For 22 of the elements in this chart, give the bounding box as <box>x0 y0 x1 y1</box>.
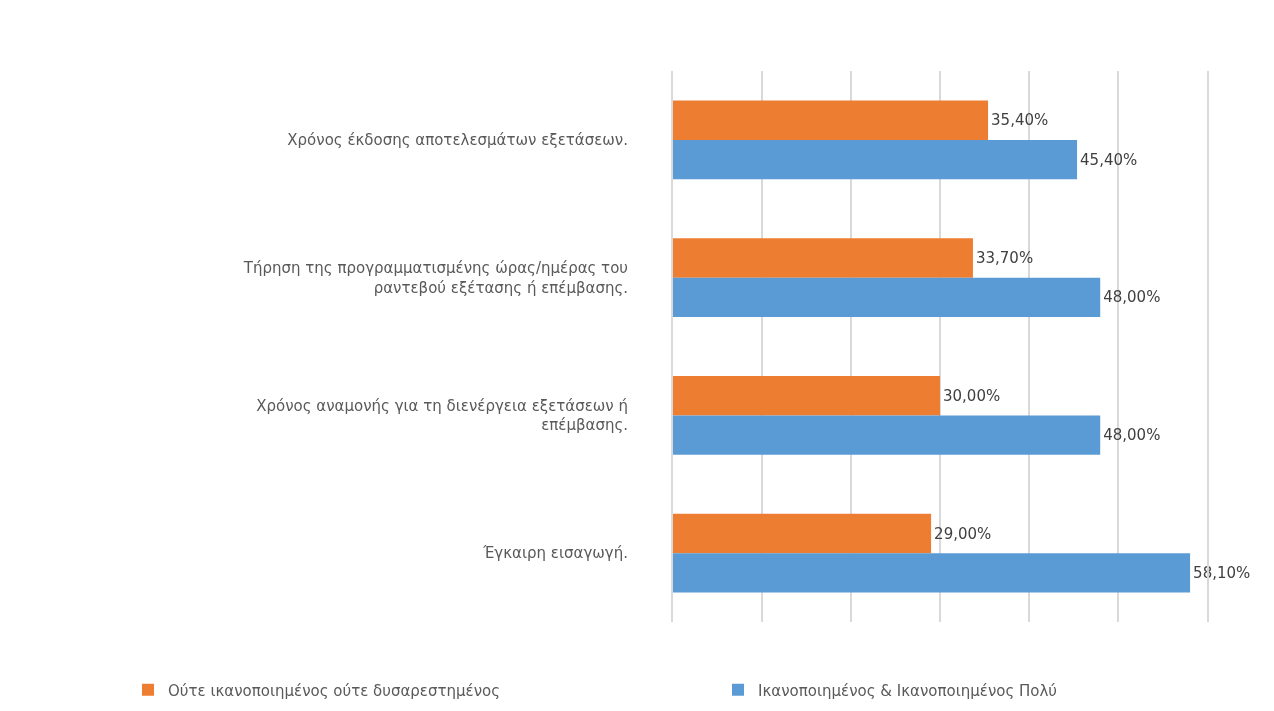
legend-label: Ικανοποιημένος & Ικανοποιημένος Πολύ <box>758 681 1058 700</box>
y-tick-label: Έγκαιρη εισαγωγή. <box>482 544 628 563</box>
data-label: 48,00% <box>1103 426 1161 445</box>
bar <box>673 100 989 140</box>
data-label: 33,70% <box>975 249 1034 267</box>
legend-label: Ούτε ικανοποιημένος ούτε δυσαρεστημένος <box>168 681 501 700</box>
bar <box>673 553 1191 593</box>
bar <box>673 277 1101 317</box>
y-tick-label: Χρόνος έκδοσης αποτελεσμάτων εξετάσεων. <box>287 131 628 150</box>
bar <box>673 376 940 416</box>
bar <box>673 238 973 278</box>
data-label: 48,00% <box>1103 288 1161 307</box>
y-tick-label: Χρόνος αναμονής για τη διενέργεια εξετάσεων ή επέμβασης. <box>256 396 628 435</box>
bar <box>673 139 1078 180</box>
bar <box>673 513 932 554</box>
data-label: 35,40% <box>991 111 1049 130</box>
data-label: 29,00% <box>934 524 992 543</box>
data-label: 30,00% <box>943 386 1001 405</box>
data-label: 58,10% <box>1193 563 1251 582</box>
y-tick-label: Τήρηση της προγραμματισμένης ώρας/ημέρας του ραντεβού εξέτασης ή επέμβασης. <box>242 259 628 297</box>
data-label: 45,40% <box>1080 150 1138 169</box>
bar <box>673 415 1101 455</box>
